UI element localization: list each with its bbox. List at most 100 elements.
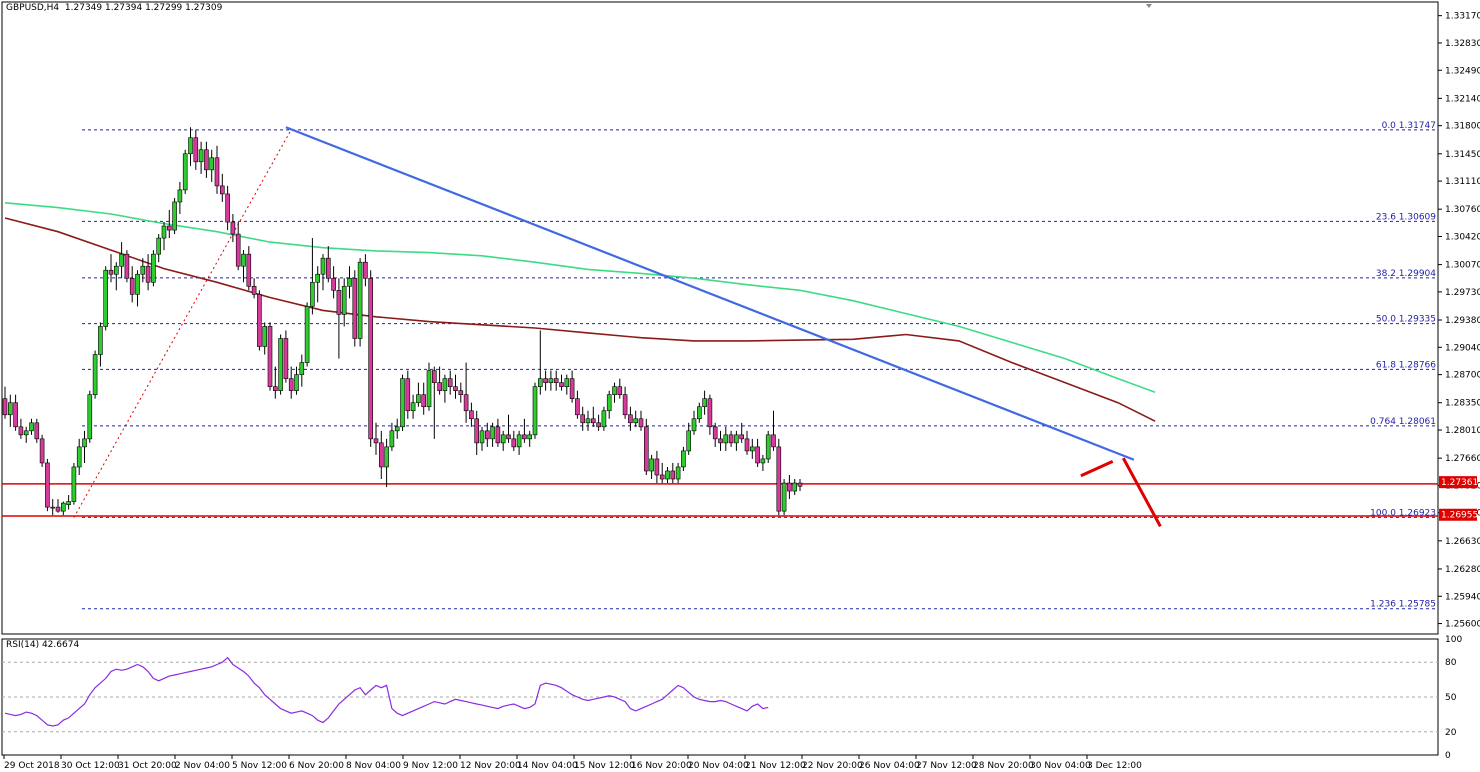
time-tick-label: 29 Oct 2018	[4, 761, 60, 771]
candle-body	[479, 430, 485, 444]
candle-body	[272, 386, 278, 391]
candle-body	[691, 418, 697, 432]
candle	[108, 254, 114, 283]
candle	[246, 246, 252, 291]
candle	[670, 462, 676, 484]
candle-body	[728, 434, 734, 444]
candle-body	[421, 394, 427, 408]
candle-body	[283, 338, 289, 379]
candle	[98, 322, 103, 367]
time-tick-label: 8 Nov 04:00	[346, 761, 401, 771]
candle-body	[575, 398, 580, 416]
candle-body	[23, 430, 29, 436]
candle	[749, 438, 755, 459]
candle-body	[2, 398, 8, 416]
fib-swing-line	[73, 129, 292, 518]
fib-level-label: 100.0 1.26923	[1370, 508, 1436, 518]
price-tick-label: 1.31450	[1445, 150, 1480, 160]
candle	[606, 390, 612, 419]
time-tick-label: 5 Nov 12:00	[232, 761, 287, 771]
candle	[622, 386, 628, 419]
candle	[347, 266, 352, 299]
candle	[405, 370, 411, 419]
candle	[135, 270, 140, 307]
candle	[182, 149, 188, 194]
candle-body	[739, 434, 745, 440]
ohlc-values: 1.27349 1.27394 1.27299 1.27309	[64, 3, 223, 13]
candle	[702, 390, 707, 415]
candle	[66, 495, 71, 510]
candle	[453, 374, 458, 399]
candle	[341, 278, 347, 327]
candle-body	[564, 378, 570, 387]
candle	[288, 366, 294, 399]
candle	[336, 278, 342, 359]
time-tick-label: 28 Nov 20:00	[973, 761, 1034, 771]
candle-body	[66, 501, 71, 506]
candle	[484, 422, 490, 447]
candle	[34, 418, 40, 443]
candle-body	[294, 374, 299, 391]
candle-body	[601, 410, 607, 428]
candle	[474, 410, 480, 455]
candle-body	[39, 438, 45, 464]
scroll-marker	[1146, 4, 1152, 8]
candle-body	[103, 269, 108, 327]
candle-body	[590, 418, 596, 424]
rsi-tick-label: 100	[1445, 635, 1462, 645]
candle	[469, 402, 474, 427]
price-tick-label: 1.27660	[1445, 454, 1480, 464]
candle	[368, 270, 374, 447]
candle-body	[352, 277, 358, 339]
candle-body	[707, 398, 713, 428]
candle-body	[585, 418, 591, 424]
candle-body	[241, 253, 246, 267]
candle	[39, 434, 45, 467]
fib-level-label: 23.6 1.30609	[1376, 212, 1436, 222]
candle-body	[696, 406, 702, 420]
candle	[23, 426, 29, 443]
candle	[82, 430, 87, 463]
time-tick-label: 3 Dec 12:00	[1087, 761, 1142, 771]
price-tick-label: 1.32140	[1445, 94, 1480, 104]
candle-body	[172, 201, 177, 231]
candle-body	[490, 426, 495, 440]
candle-body	[347, 277, 352, 287]
candle	[167, 209, 172, 239]
fib-level-label: 50.0 1.29335	[1376, 315, 1436, 325]
candle	[124, 250, 130, 283]
price-tick-label: 1.26280	[1445, 565, 1480, 575]
candle	[633, 410, 639, 427]
candle-body	[278, 338, 283, 391]
candle-body	[267, 326, 273, 387]
candle-body	[522, 434, 527, 440]
candle	[294, 366, 299, 395]
candle-body	[702, 398, 707, 408]
candle	[103, 266, 108, 331]
forecast-up-stroke	[1080, 459, 1114, 478]
candle	[416, 382, 421, 407]
price-tick-label: 1.29380	[1445, 316, 1480, 326]
candle	[299, 354, 305, 387]
candle-body	[182, 153, 188, 191]
candle-body	[723, 434, 729, 444]
candle	[500, 430, 506, 451]
candle-body	[469, 410, 474, 420]
candle-body	[670, 470, 676, 480]
candles	[2, 127, 803, 516]
candle-body	[177, 189, 183, 203]
price-tick-label: 1.30070	[1445, 261, 1480, 271]
candle	[267, 322, 273, 391]
candle-body	[734, 434, 739, 444]
candle	[76, 438, 82, 475]
candle	[532, 382, 538, 439]
candle	[220, 173, 225, 202]
candle-body	[665, 470, 670, 480]
candle	[681, 446, 686, 471]
candle	[204, 141, 209, 178]
candle-body	[114, 265, 119, 275]
candle	[188, 127, 193, 166]
candle-body	[453, 386, 458, 391]
candle	[55, 499, 61, 513]
